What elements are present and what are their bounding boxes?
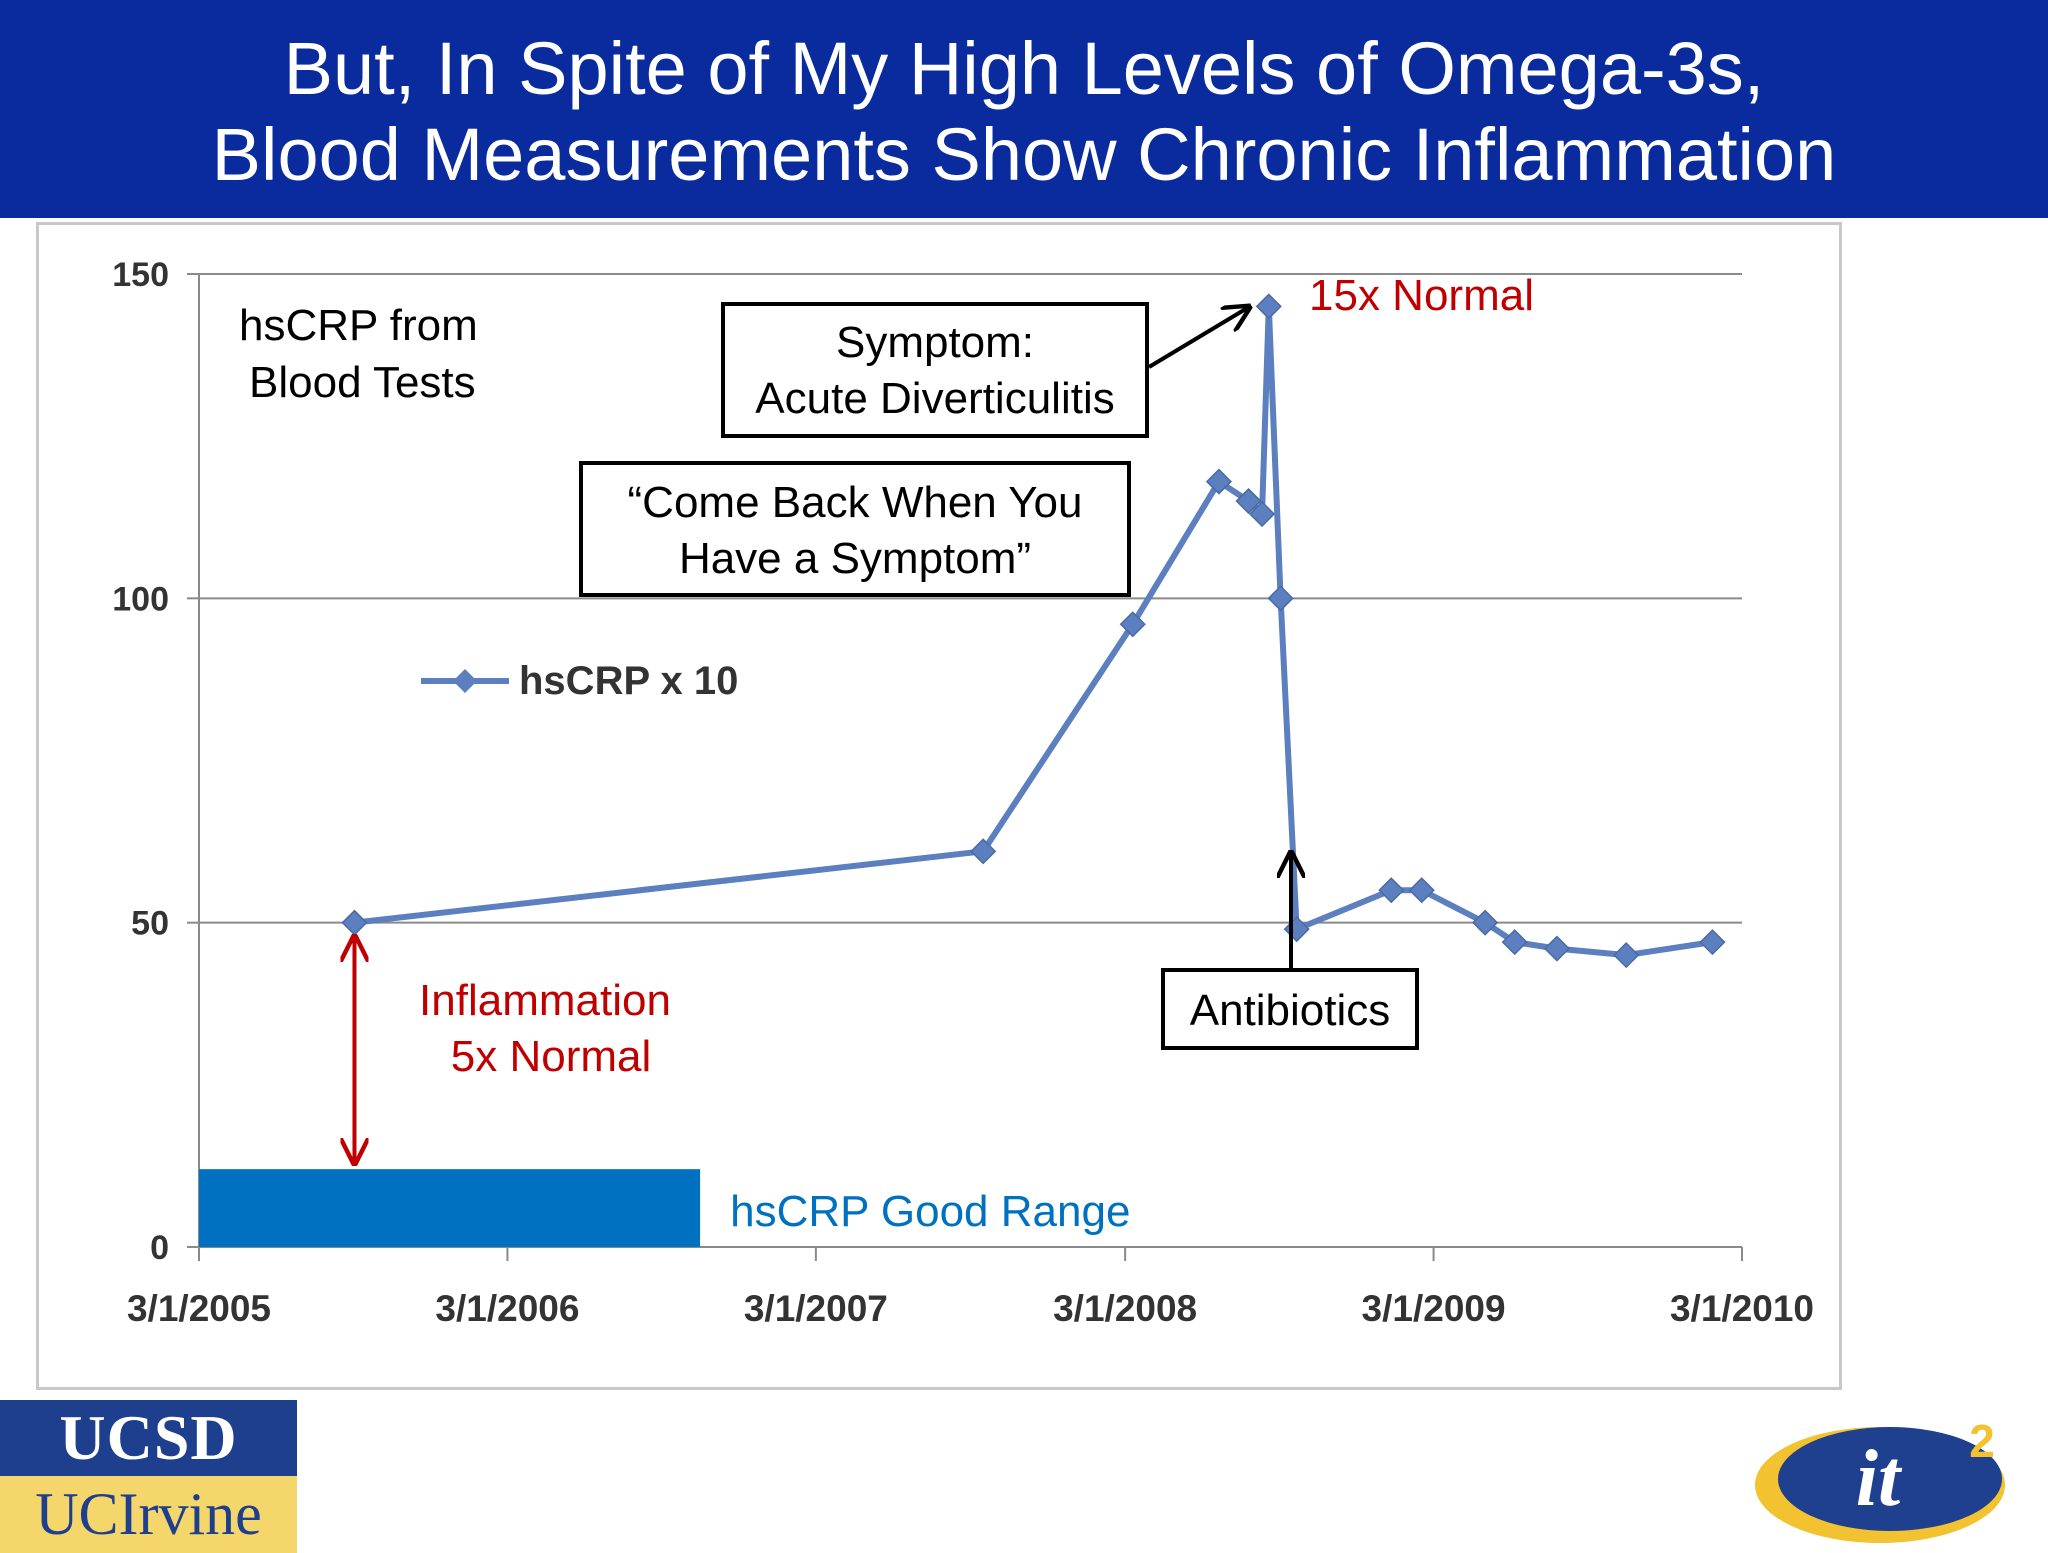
x-tick-label-5: 3/1/2010: [1670, 1288, 1814, 1329]
come-back-line-1: “Come Back When You: [628, 478, 1083, 527]
it2-logo-superscript: 2: [1969, 1415, 1995, 1467]
source-note-line-2: Blood Tests: [249, 358, 476, 407]
data-point-12: [1501, 929, 1528, 956]
data-point-4: [1235, 487, 1262, 515]
legend-label: hsCRP x 10: [519, 659, 738, 703]
x-tick-label-3: 3/1/2008: [1053, 1288, 1197, 1329]
slide-title-bar: But, In Spite of My High Levels of Omega…: [0, 0, 2048, 218]
x-tick-label-0: 3/1/2005: [127, 1288, 271, 1329]
data-point-13: [1543, 935, 1571, 962]
come-back-box: [579, 461, 1131, 597]
source-note-line-1: hsCRP from: [239, 301, 478, 350]
it2-logo: it 2: [1755, 1415, 2005, 1543]
chart: 0 50 100 150 3/1/2005 3/1/2006 3/1/2007 3/1/200…: [112, 256, 1814, 1329]
symptom-box-line-1: Symptom:: [836, 318, 1034, 367]
data-point-6: [1255, 293, 1282, 320]
x-tick-label-2: 3/1/2007: [744, 1288, 888, 1329]
data-point-11: [1472, 909, 1499, 936]
y-tick-label-150: 150: [112, 256, 169, 294]
y-tick-label-0: 0: [150, 1229, 169, 1267]
data-point-3: [1205, 468, 1232, 495]
good-range-label: hsCRP Good Range: [730, 1187, 1130, 1236]
symptom-arrow: [1147, 307, 1249, 369]
data-point-9: [1378, 877, 1405, 904]
it2-logo-text: it: [1856, 1435, 1903, 1523]
chart-frame: 0 50 100 150 3/1/2005 3/1/2006 3/1/2007 3/1/200…: [36, 222, 1842, 1390]
y-tick-label-100: 100: [112, 580, 169, 618]
slide-title-line-1: But, In Spite of My High Levels of Omega…: [283, 27, 1765, 110]
symptom-box: [721, 302, 1149, 438]
it2-logo-oval: [1778, 1427, 2002, 1531]
legend-swatch-marker: [453, 669, 477, 693]
data-point-14: [1613, 942, 1640, 969]
data-point-8: [1283, 916, 1310, 943]
symptom-box-line-2: Acute Diverticulitis: [755, 374, 1114, 423]
y-tick-label-50: 50: [131, 905, 169, 943]
x-tick-label-4: 3/1/2009: [1362, 1288, 1506, 1329]
data-point-1: [970, 838, 997, 865]
slide-title-line-2: Blood Measurements Show Chronic Inflamma…: [211, 113, 1837, 196]
antibiotics-label: Antibiotics: [1190, 986, 1391, 1035]
data-point-0: [341, 909, 368, 936]
good-range-bar: [199, 1169, 701, 1247]
antibiotics-box: [1161, 968, 1419, 1050]
x-tick-label-1: 3/1/2006: [435, 1288, 579, 1329]
ucsd-logo: UCSD: [0, 1400, 297, 1476]
inflammation-label-line-2: 5x Normal: [451, 1032, 652, 1081]
data-point-5: [1248, 500, 1276, 528]
data-point-10: [1408, 877, 1435, 904]
ucirvine-logo: UCIrvine: [0, 1476, 297, 1553]
series-line-0: [354, 303, 1713, 959]
data-point-15: [1699, 929, 1726, 956]
data-point-2: [1119, 611, 1146, 638]
data-point-7: [1267, 585, 1294, 612]
inflammation-label-line-1: Inflammation: [419, 976, 671, 1025]
peak-label: 15x Normal: [1309, 271, 1534, 320]
come-back-line-2: Have a Symptom”: [679, 534, 1031, 583]
